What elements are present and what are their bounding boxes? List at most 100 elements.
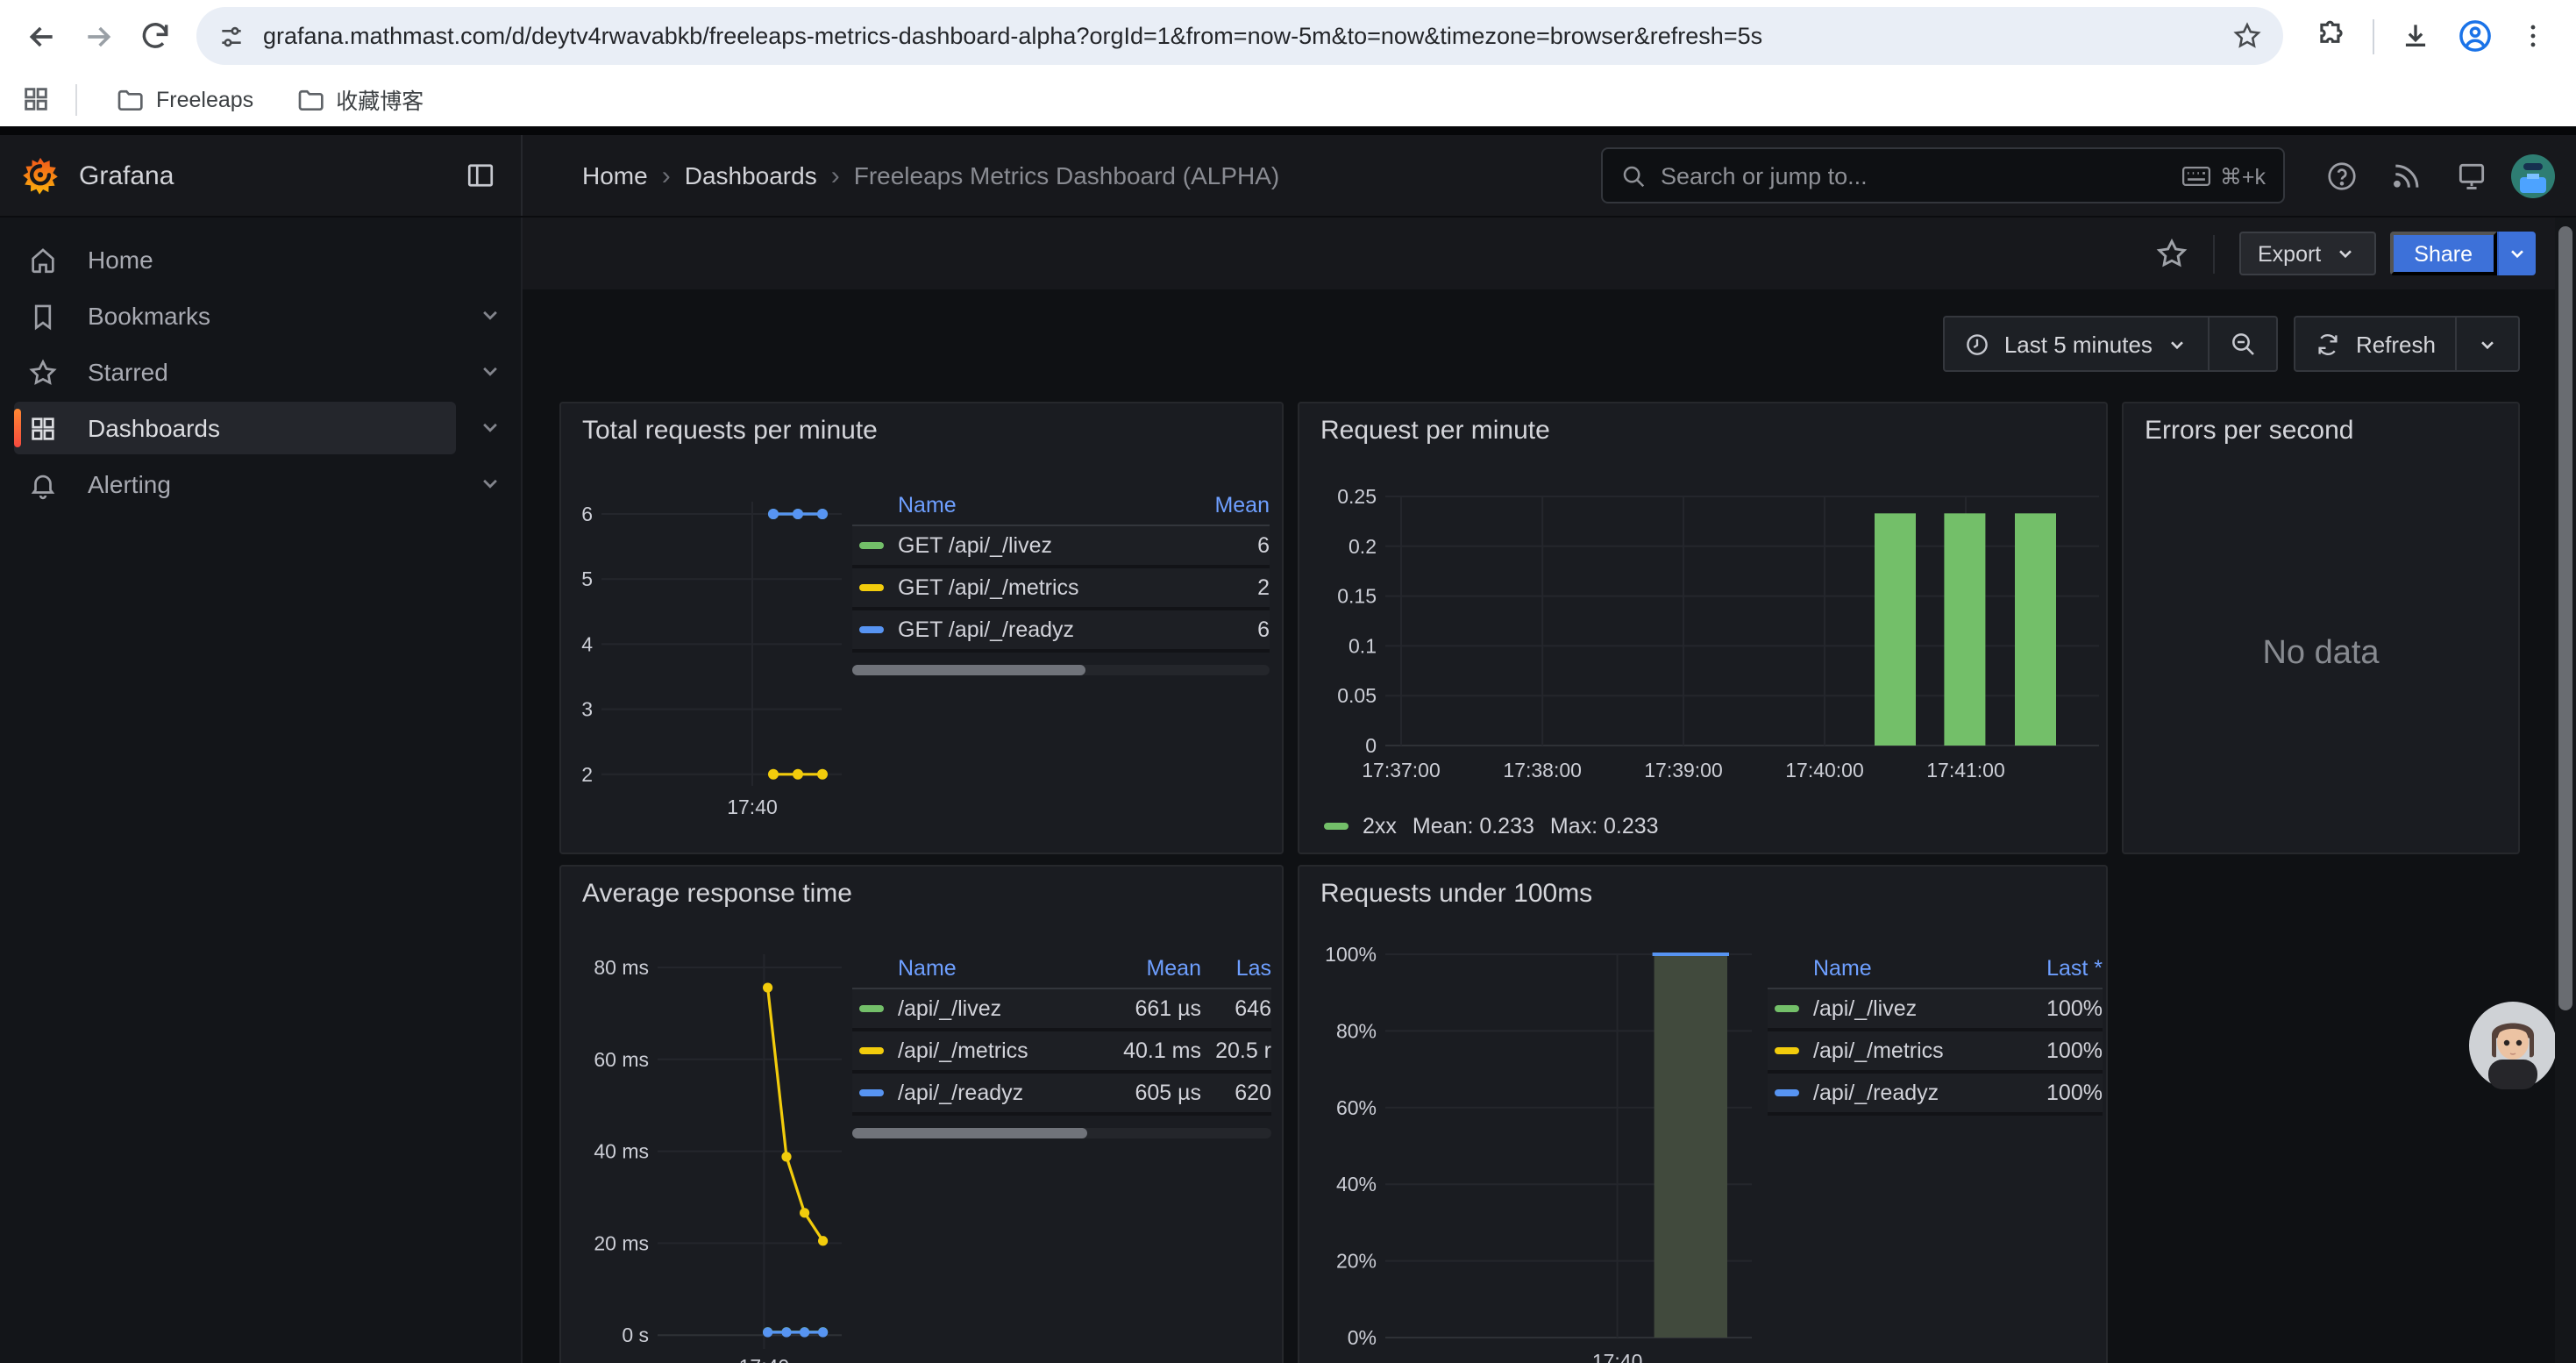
sidebar-item-label: Home <box>88 246 153 274</box>
assistant-avatar[interactable] <box>2469 1002 2557 1089</box>
panel-average-response-time[interactable]: Average response time 80 ms 60 ms 40 ms 20 … <box>559 865 1284 1363</box>
legend-scrollbar-thumb[interactable] <box>852 665 1086 675</box>
svg-text:3: 3 <box>581 698 593 721</box>
legend-header: Name Mean Las <box>852 947 1271 989</box>
refresh-button[interactable]: Refresh <box>2296 318 2455 370</box>
legend-row[interactable]: /api/_/metrics 40.1 ms 20.5 r <box>852 1031 1271 1074</box>
panel-errors-per-second[interactable]: Errors per second No data <box>2122 402 2520 854</box>
export-button[interactable]: Export <box>2238 232 2376 275</box>
apps-grid-icon[interactable] <box>21 84 51 114</box>
downloads-icon[interactable] <box>2399 19 2432 53</box>
legend-row[interactable]: /api/_/livez 661 µs 646 <box>852 989 1271 1031</box>
legend-value-cell: 620 <box>1235 1081 1271 1105</box>
legend-line[interactable]: 2xx Mean: 0.233 Max: 0.233 <box>1324 814 1659 838</box>
scrollbar-thumb[interactable] <box>2558 226 2572 1010</box>
bookmark-page-icon[interactable] <box>2232 21 2262 51</box>
star-icon <box>28 357 58 387</box>
legend-column-header[interactable]: Mean <box>1214 492 1270 517</box>
legend-scrollbar[interactable] <box>852 1128 1271 1138</box>
chevron-down-icon[interactable] <box>477 414 503 440</box>
legend-column-header[interactable]: Name <box>898 955 957 980</box>
chevron-down-icon <box>2511 250 2523 259</box>
kiosk-monitor-icon[interactable] <box>2446 151 2495 200</box>
legend-row[interactable]: /api/_/readyz 605 µs 620 <box>852 1074 1271 1116</box>
bookmark-folder-blogs[interactable]: 收藏博客 <box>281 75 438 123</box>
legend-column-header[interactable]: Name <box>898 492 957 517</box>
grafana-logo[interactable] <box>21 156 60 195</box>
legend-value-cell: 6 <box>1257 617 1270 642</box>
time-range-picker[interactable]: Last 5 minutes <box>1945 318 2209 370</box>
bookmarks-divider <box>75 83 77 115</box>
panel-title[interactable]: Requests under 100ms <box>1320 879 1593 909</box>
panel-requests-under-100ms[interactable]: Requests under 100ms 100% 80% 60% 40% 20% 0% 1… <box>1298 865 2108 1363</box>
sidebar-item-home[interactable]: Home <box>14 233 456 286</box>
legend-name-cell: /api/_/livez <box>1768 996 2004 1021</box>
sidebar-item-starred[interactable]: Starred <box>14 346 497 398</box>
active-indicator <box>14 409 21 447</box>
svg-text:20 ms: 20 ms <box>594 1231 649 1254</box>
series-name: /api/_/livez <box>1813 996 1918 1021</box>
sidebar-item-dashboards[interactable]: Dashboards <box>14 402 497 454</box>
back-arrow-icon <box>29 25 53 46</box>
panel-title[interactable]: Total requests per minute <box>582 416 878 446</box>
legend-row[interactable]: /api/_/livez 100% <box>1768 989 2103 1031</box>
legend-value-cell: 646 <box>1235 996 1271 1021</box>
chevron-down-icon[interactable] <box>477 302 503 328</box>
share-button[interactable]: Share <box>2389 232 2497 275</box>
legend-column-header[interactable]: Las <box>1235 955 1271 980</box>
chevron-down-icon <box>2172 340 2184 349</box>
panel-title[interactable]: Errors per second <box>2145 416 2354 446</box>
svg-text:17:40:00: 17:40:00 <box>1785 759 1864 781</box>
breadcrumb-home[interactable]: Home <box>582 161 648 189</box>
help-icon[interactable] <box>2316 151 2366 200</box>
legend-row[interactable]: /api/_/readyz 100% <box>1768 1074 2103 1116</box>
search-input[interactable]: Search or jump to... ⌘+k <box>1601 147 2285 203</box>
extensions-icon[interactable] <box>2315 19 2348 53</box>
series-swatch <box>859 626 884 633</box>
forward-button[interactable] <box>74 11 123 61</box>
svg-text:0.05: 0.05 <box>1337 684 1377 707</box>
legend-column-header[interactable]: Mean <box>1146 955 1201 980</box>
url-bar[interactable]: grafana.mathmast.com/d/deytv4rwavabkb/fr… <box>196 7 2283 65</box>
legend-row[interactable]: GET /api/_/readyz 6 <box>852 610 1270 653</box>
panel-total-requests[interactable]: Total requests per minute 6 5 4 3 2 17:40 Nam… <box>559 402 1284 854</box>
breadcrumb: Home Dashboards Freeleaps Metrics Dashbo… <box>582 161 1279 189</box>
page-scrollbar[interactable] <box>2555 218 2576 1363</box>
chevron-down-icon[interactable] <box>477 358 503 384</box>
panel-title[interactable]: Average response time <box>582 879 852 909</box>
breadcrumb-separator-icon <box>831 162 840 189</box>
user-avatar[interactable] <box>2511 153 2555 197</box>
url-text[interactable]: grafana.mathmast.com/d/deytv4rwavabkb/fr… <box>263 23 1763 49</box>
share-menu-button[interactable] <box>2497 232 2536 275</box>
panel-request-per-minute[interactable]: Request per minute 0.25 0.2 0.15 0.1 0.05 0 17… <box>1298 402 2108 854</box>
browser-menu-icon[interactable] <box>2518 21 2548 51</box>
panel-title[interactable]: Request per minute <box>1320 416 1550 446</box>
legend-column-header[interactable]: Last * <box>2046 955 2103 980</box>
reload-button[interactable] <box>130 11 179 61</box>
legend-name-cell: /api/_/metrics <box>852 1038 1089 1063</box>
legend-scrollbar[interactable] <box>852 665 1270 675</box>
legend-scrollbar-thumb[interactable] <box>852 1128 1087 1138</box>
legend-value-cell: 20.5 r <box>1215 1038 1271 1063</box>
zoom-out-button[interactable] <box>2208 318 2277 370</box>
bookmark-folder-freeleaps[interactable]: Freeleaps <box>102 78 267 120</box>
breadcrumb-dashboards[interactable]: Dashboards <box>684 161 817 189</box>
profile-icon[interactable] <box>2457 18 2494 54</box>
legend-row[interactable]: GET /api/_/livez 6 <box>852 526 1270 568</box>
site-settings-icon[interactable] <box>217 22 246 50</box>
svg-text:80%: 80% <box>1336 1019 1377 1042</box>
legend-column-header[interactable]: Name <box>1813 955 1872 980</box>
legend-row[interactable]: GET /api/_/metrics 2 <box>852 568 1270 610</box>
chevron-down-icon[interactable] <box>477 470 503 496</box>
refresh-interval-button[interactable] <box>2455 318 2518 370</box>
legend-row[interactable]: /api/_/metrics 100% <box>1768 1031 2103 1074</box>
zoom-out-icon <box>2230 330 2258 358</box>
back-button[interactable] <box>18 11 67 61</box>
sidebar-item-bookmarks[interactable]: Bookmarks <box>14 289 497 342</box>
news-feed-icon[interactable] <box>2381 151 2430 200</box>
favorite-dashboard-button[interactable] <box>2154 237 2188 270</box>
sidebar-toggle-icon[interactable] <box>465 160 496 191</box>
refresh-icon <box>2316 331 2342 357</box>
svg-text:0.25: 0.25 <box>1337 485 1377 508</box>
sidebar-item-alerting[interactable]: Alerting <box>14 458 497 510</box>
